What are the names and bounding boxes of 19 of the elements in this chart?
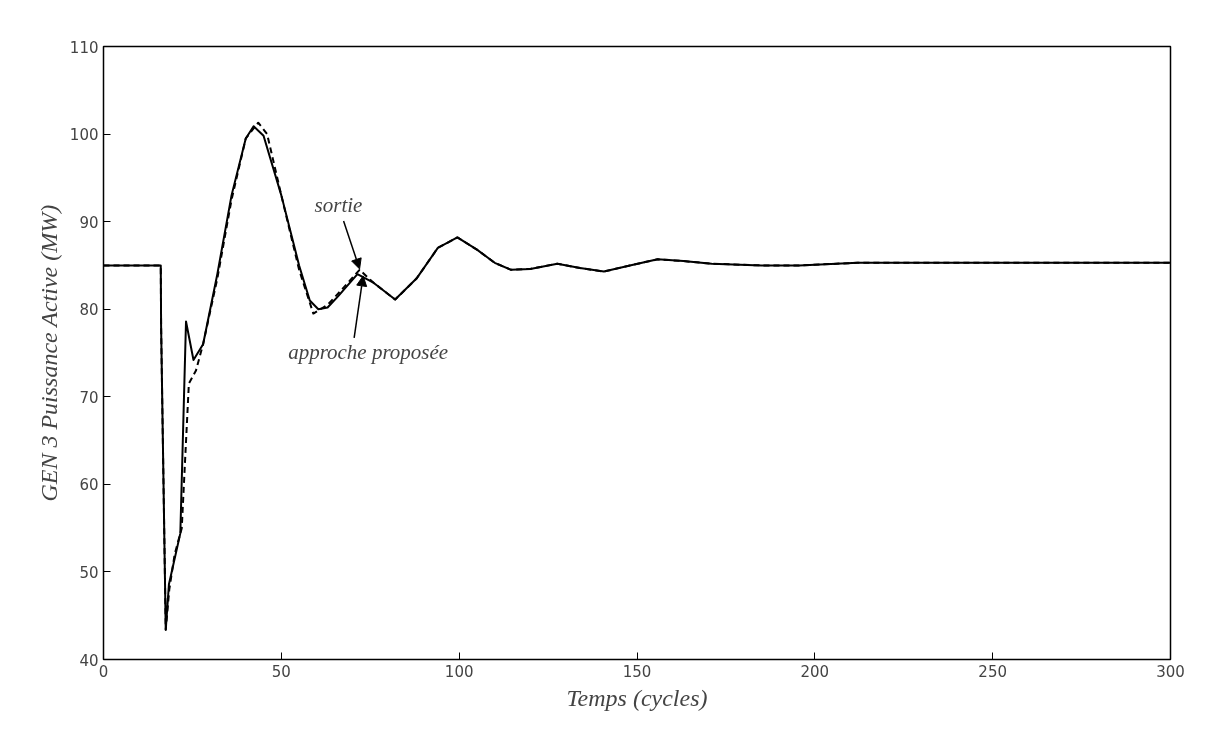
x-tick-label: 50 bbox=[271, 662, 291, 681]
x-axis-title: Temps (cycles) bbox=[566, 684, 708, 711]
y-tick-label: 80 bbox=[79, 301, 99, 320]
y-tick-label: 70 bbox=[79, 388, 99, 407]
y-tick-label: 100 bbox=[69, 126, 99, 145]
x-tick-label: 0 bbox=[98, 662, 109, 681]
x-tick-label: 200 bbox=[800, 662, 830, 681]
annotation: sortie bbox=[314, 192, 363, 217]
y-tick-label: 60 bbox=[79, 476, 99, 495]
x-tick-label: 100 bbox=[444, 662, 474, 681]
y-tick-label: 90 bbox=[79, 213, 99, 232]
annotation: approche proposée bbox=[288, 339, 449, 364]
y-tick-label: 110 bbox=[69, 38, 99, 57]
x-tick-label: 150 bbox=[622, 662, 652, 681]
y-axis-title: GEN 3 Puissance Active (MW) bbox=[35, 204, 62, 502]
y-tick-label: 50 bbox=[79, 563, 99, 582]
x-tick-label: 250 bbox=[978, 662, 1007, 681]
x-tick-label: 300 bbox=[1156, 662, 1185, 681]
y-tick-label: 40 bbox=[79, 651, 99, 670]
